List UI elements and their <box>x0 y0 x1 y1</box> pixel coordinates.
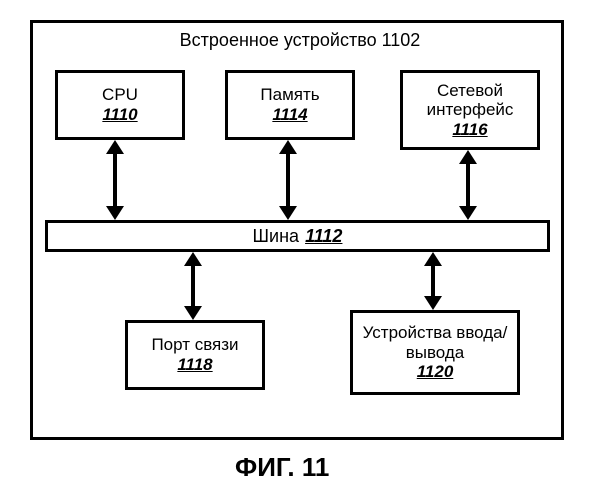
block-netif-num: 1116 <box>452 120 487 140</box>
block-cpu: CPU 1110 <box>55 70 185 140</box>
arrow-bus-comm <box>184 252 202 320</box>
bus-num: 1112 <box>305 226 342 247</box>
block-memory: Память 1114 <box>225 70 355 140</box>
bus-label: Шина <box>253 226 300 247</box>
arrow-bus-io <box>424 252 442 310</box>
figure-caption: ФИГ. 11 <box>235 452 329 483</box>
block-memory-label: Память <box>260 85 319 105</box>
block-io-label: Устройства ввода/ вывода <box>360 323 510 362</box>
device-title: Встроенное устройство 1102 <box>120 30 480 51</box>
block-netif-label: Сетевой интерфейс <box>403 81 537 120</box>
bus: Шина 1112 <box>45 220 550 252</box>
diagram-canvas: Встроенное устройство 1102 CPU 1110 Памя… <box>0 0 594 500</box>
arrow-memory-bus <box>279 140 297 220</box>
block-cpu-label: CPU <box>102 85 138 105</box>
block-comm: Порт связи 1118 <box>125 320 265 390</box>
block-io: Устройства ввода/ вывода 1120 <box>350 310 520 395</box>
block-io-num: 1120 <box>417 362 454 382</box>
arrow-cpu-bus <box>106 140 124 220</box>
arrow-netif-bus <box>459 150 477 220</box>
block-comm-num: 1118 <box>177 355 212 375</box>
block-cpu-num: 1110 <box>102 105 137 125</box>
block-netif: Сетевой интерфейс 1116 <box>400 70 540 150</box>
block-comm-label: Порт связи <box>151 335 238 355</box>
block-memory-num: 1114 <box>272 105 307 125</box>
